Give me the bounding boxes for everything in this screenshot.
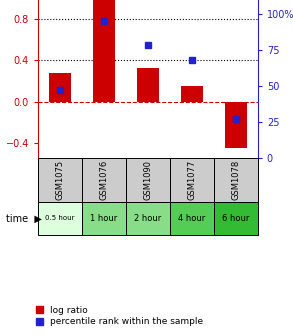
Legend: log ratio, percentile rank within the sample: log ratio, percentile rank within the sa…: [34, 304, 205, 328]
Bar: [93, 0, 115, 101]
Text: GSM1077: GSM1077: [188, 160, 196, 200]
Text: 2 hour: 2 hour: [134, 214, 162, 223]
Text: 0.5 hour: 0.5 hour: [45, 215, 75, 221]
Text: 1 hour: 1 hour: [90, 214, 118, 223]
FancyBboxPatch shape: [170, 158, 214, 202]
FancyBboxPatch shape: [82, 202, 126, 235]
Bar: [49, 73, 71, 101]
Text: 4 hour: 4 hour: [178, 214, 206, 223]
FancyBboxPatch shape: [38, 202, 82, 235]
FancyBboxPatch shape: [214, 202, 258, 235]
FancyBboxPatch shape: [214, 158, 258, 202]
Text: GSM1090: GSM1090: [144, 160, 152, 200]
Text: 6 hour: 6 hour: [222, 214, 250, 223]
Text: time  ▶: time ▶: [6, 213, 42, 223]
Bar: [225, 101, 247, 148]
Bar: [137, 68, 159, 101]
Bar: [181, 86, 203, 101]
Text: GSM1075: GSM1075: [56, 160, 64, 200]
FancyBboxPatch shape: [82, 158, 126, 202]
FancyBboxPatch shape: [170, 202, 214, 235]
Text: GSM1078: GSM1078: [231, 160, 240, 200]
FancyBboxPatch shape: [126, 202, 170, 235]
FancyBboxPatch shape: [126, 158, 170, 202]
Text: GSM1076: GSM1076: [100, 160, 108, 200]
FancyBboxPatch shape: [38, 158, 82, 202]
